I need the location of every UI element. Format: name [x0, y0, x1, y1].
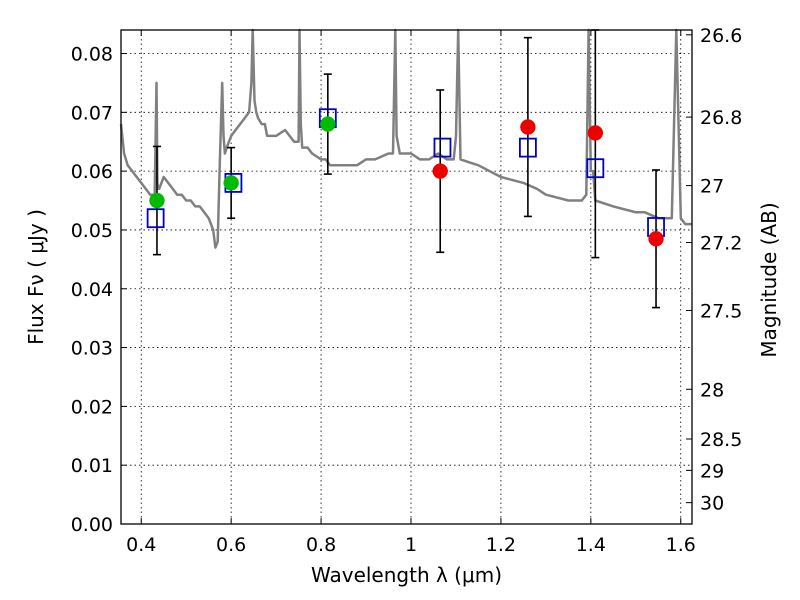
- x-tick-label: 1: [405, 534, 417, 556]
- error-bars: [152, 29, 661, 309]
- y-tick-label: 0.08: [71, 44, 113, 66]
- model-photometry-square: [518, 137, 537, 158]
- y-tick-label: 0.03: [71, 338, 113, 360]
- y-axis-label: Flux Fν ( μJy ): [24, 209, 48, 345]
- x-tick-label: 0.4: [126, 534, 156, 556]
- x-tick-label: 1.6: [666, 534, 696, 556]
- right-tick-label: 28.5: [700, 429, 742, 451]
- x-axis-ticks: 0.4 0.6 0.8 1 1.2 1.4 1.6: [126, 30, 696, 556]
- observed-point: [432, 163, 448, 179]
- y-tick-label: 0.00: [71, 514, 113, 536]
- x-tick-label: 0.6: [216, 534, 246, 556]
- observed-point: [587, 125, 604, 141]
- observed-point: [223, 175, 239, 191]
- right-tick-label: 26.8: [700, 107, 742, 129]
- right-tick-label: 27.2: [700, 233, 742, 255]
- y-tick-label: 0.02: [71, 396, 113, 418]
- model-spectrum-line: [119, 28, 692, 249]
- y-tick-label: 0.04: [71, 279, 113, 301]
- observed-point: [648, 231, 664, 247]
- right-tick-label: 30: [700, 493, 724, 515]
- model-photometry-square: [146, 208, 165, 229]
- x-tick-label: 1.2: [486, 534, 516, 556]
- observed-points: [149, 116, 664, 247]
- x-tick-label: 0.8: [306, 534, 336, 556]
- right-axis-label: Magnitude (AB): [757, 202, 781, 357]
- model-spectrum-path: [119, 28, 692, 249]
- x-tick-label: 1.4: [576, 534, 606, 556]
- plot-frame: [120, 29, 693, 525]
- observed-point: [320, 116, 336, 132]
- y-axis-ticks: 0.00 0.01 0.02 0.03 0.04 0.05 0.06 0.07 0.08: [71, 44, 127, 536]
- y-tick-label: 0.07: [71, 102, 113, 124]
- right-axis-ticks: 26.6 26.8 27 27.2 27.5 28 28.5 29 30: [686, 25, 742, 515]
- right-tick-label: 28: [700, 379, 724, 401]
- right-tick-label: 29: [700, 460, 724, 482]
- model-photometry-square: [586, 158, 605, 179]
- right-tick-label: 27: [700, 176, 724, 198]
- y-tick-label: 0.06: [71, 161, 113, 183]
- observed-point: [149, 192, 165, 209]
- y-tick-label: 0.01: [71, 455, 113, 477]
- grid-lines: [121, 30, 692, 525]
- right-tick-label: 26.6: [700, 25, 742, 47]
- model-photometry-square: [433, 137, 452, 158]
- x-axis-label: Wavelength λ (μm): [311, 563, 502, 587]
- y-tick-label: 0.05: [71, 220, 113, 242]
- observed-point: [520, 119, 536, 135]
- right-tick-label: 27.5: [700, 300, 742, 322]
